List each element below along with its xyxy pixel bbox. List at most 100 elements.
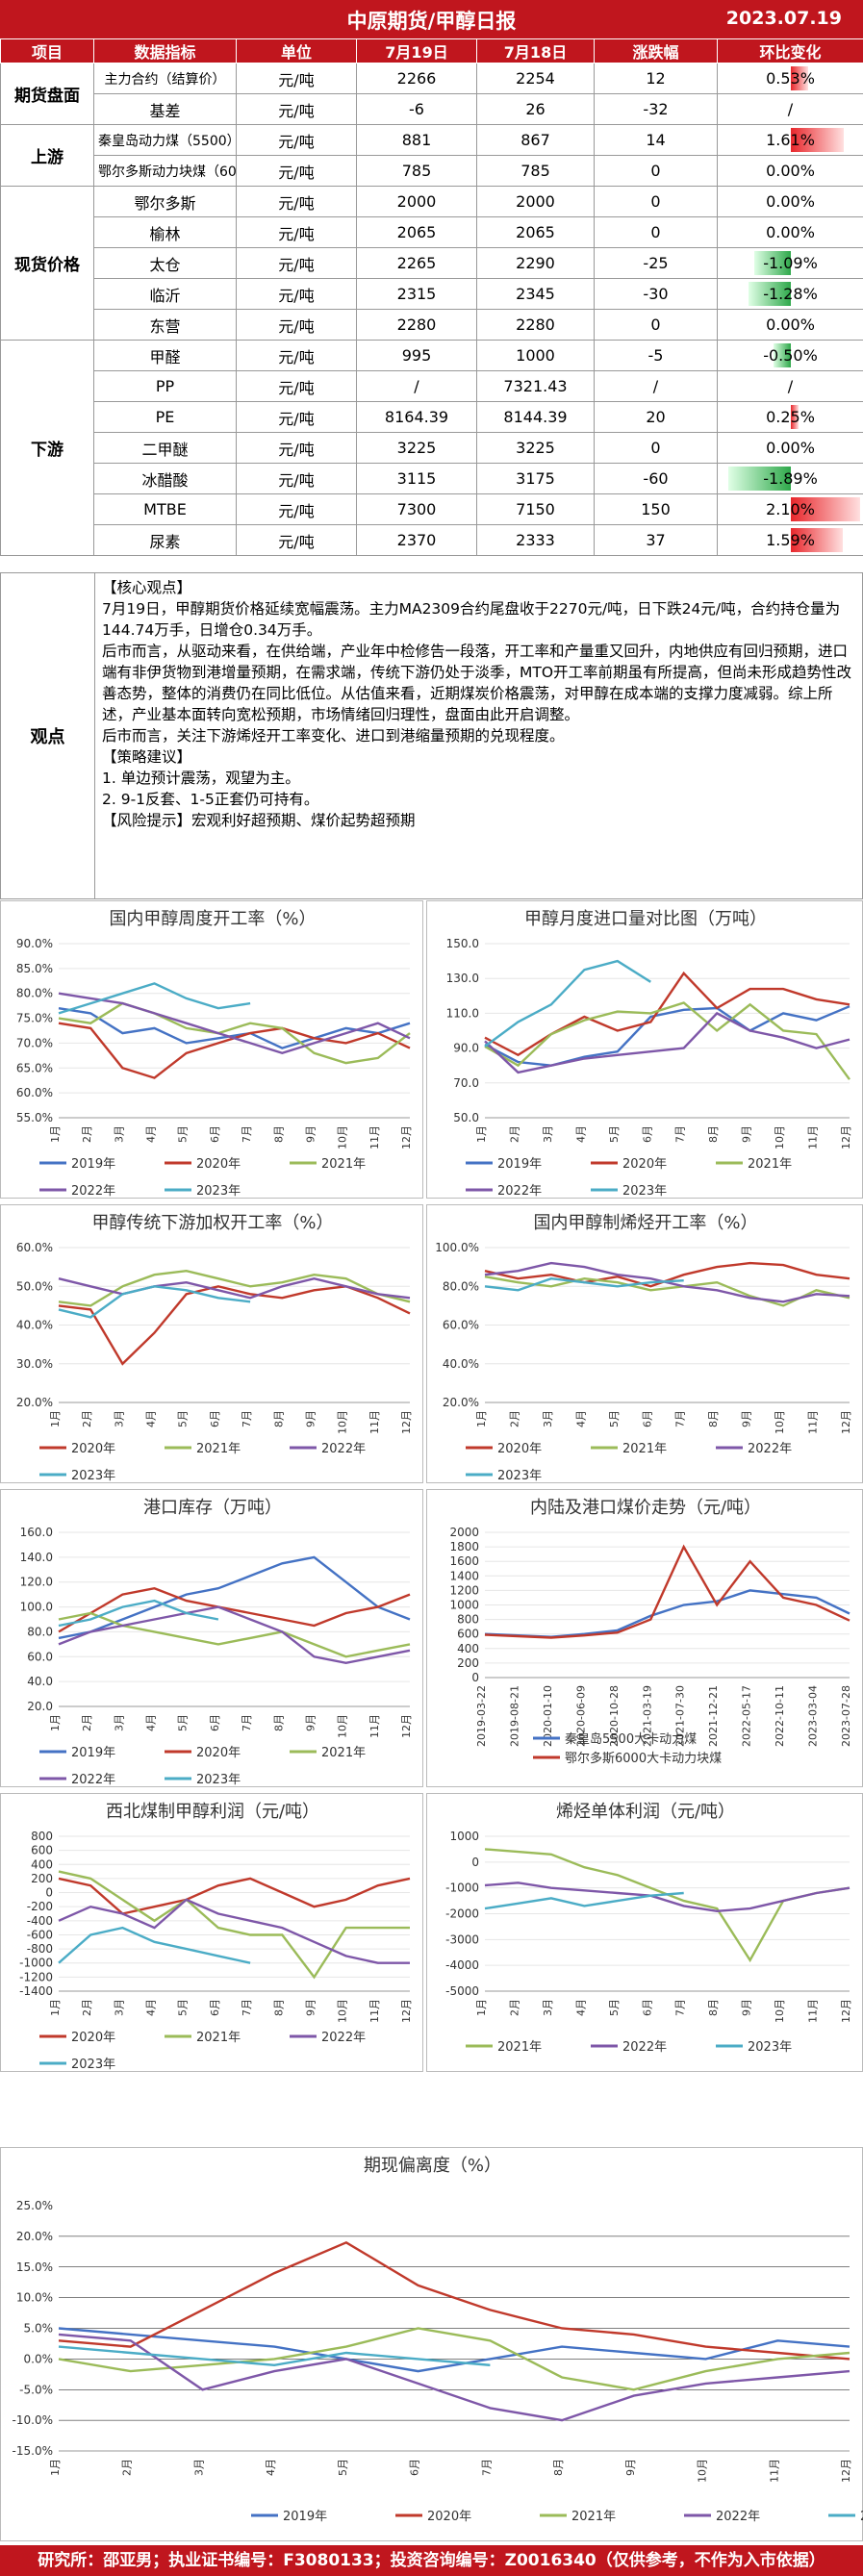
y-tick-label: 600 bbox=[457, 1628, 479, 1641]
legend-label: 2020年 bbox=[71, 1442, 115, 1456]
y-tick-label: 75.0% bbox=[16, 1012, 53, 1025]
indicator-cell: 尿素 bbox=[93, 524, 237, 556]
series-line bbox=[58, 1269, 411, 1307]
diff-cell: 37 bbox=[594, 524, 718, 556]
x-tick-label: 9月 bbox=[304, 1714, 317, 1731]
x-tick-label: 2月 bbox=[508, 1999, 520, 2016]
x-tick-label: 10月 bbox=[697, 2459, 709, 2483]
x-tick-label: 10月 bbox=[774, 1410, 786, 1434]
x-tick-label: 3月 bbox=[113, 1714, 125, 1731]
x-tick-label: 4月 bbox=[145, 1125, 158, 1143]
legend-label: 2022年 bbox=[71, 1773, 115, 1787]
pct-change-bar bbox=[774, 343, 791, 367]
series-line bbox=[484, 1881, 850, 1913]
x-tick-label: 6月 bbox=[209, 1714, 221, 1731]
y-tick-label: 120.0 bbox=[20, 1576, 53, 1589]
y-tick-label: 55.0% bbox=[16, 1111, 53, 1124]
unit-cell: 元/吨 bbox=[236, 401, 357, 433]
legend-label: 2020年 bbox=[622, 1157, 667, 1172]
chart-title: 期现偏离度（%） bbox=[364, 2156, 501, 2176]
pct-change-value: / bbox=[787, 100, 794, 118]
legend-label: 2022年 bbox=[71, 1184, 115, 1199]
x-tick-label: 8月 bbox=[272, 1410, 285, 1427]
pct-change-value: 1.59% bbox=[766, 531, 815, 549]
series-line bbox=[58, 1555, 411, 1640]
x-tick-label: 2月 bbox=[81, 1999, 93, 2016]
indicator-cell: 鄂尔多斯 bbox=[93, 186, 237, 217]
yesterday-cell: 867 bbox=[476, 124, 595, 156]
yesterday-cell: 2333 bbox=[476, 524, 595, 556]
today-cell: 2000 bbox=[356, 186, 477, 217]
unit-cell: 元/吨 bbox=[236, 463, 357, 494]
y-tick-label: 100.0% bbox=[435, 1241, 479, 1254]
x-tick-label: 6月 bbox=[641, 1125, 653, 1143]
x-tick-label: 11月 bbox=[807, 1125, 820, 1149]
y-tick-label: -200 bbox=[27, 1900, 53, 1913]
today-cell: -6 bbox=[356, 93, 477, 125]
x-tick-label: 8月 bbox=[707, 1410, 720, 1427]
view-paragraph: 【策略建议】 bbox=[102, 748, 192, 766]
diff-cell: -5 bbox=[594, 340, 718, 371]
pct-change-value: 0.00% bbox=[766, 223, 815, 241]
x-tick-label: 2023-03-04 bbox=[807, 1685, 820, 1747]
x-tick-label: 11月 bbox=[368, 1714, 381, 1738]
table-row: 东营 元/吨 2280 2280 0 0.00% bbox=[1, 309, 863, 341]
yesterday-cell: 2345 bbox=[476, 278, 595, 310]
y-tick-label: 30.0% bbox=[16, 1357, 53, 1371]
x-tick-label: 6月 bbox=[641, 1410, 653, 1427]
x-tick-label: 5月 bbox=[608, 1999, 621, 2016]
x-tick-label: 9月 bbox=[304, 1410, 317, 1427]
x-tick-label: 1月 bbox=[49, 1410, 62, 1427]
today-cell: 995 bbox=[356, 340, 477, 371]
x-tick-label: 2020-10-28 bbox=[608, 1685, 621, 1747]
diff-cell: 14 bbox=[594, 124, 718, 156]
legend-label: 2022年 bbox=[321, 2031, 366, 2045]
view-paragraph: 后市而言，从驱动来看，在供给端，产业年中检修告一段落，开工率和产量重又回升，内地… bbox=[102, 643, 852, 723]
x-tick-label: 2月 bbox=[81, 1410, 93, 1427]
legend-label: 2021年 bbox=[748, 1157, 792, 1172]
unit-cell: 元/吨 bbox=[236, 124, 357, 156]
view-section: 观点 【核心观点】 7月19日，甲醇期货价格延续宽幅震荡。主力MA2309合约尾盘… bbox=[0, 572, 863, 899]
x-tick-label: 8月 bbox=[272, 1125, 285, 1143]
y-tick-label: 20.0% bbox=[16, 2230, 53, 2243]
y-tick-label: 400 bbox=[31, 1857, 53, 1871]
x-tick-label: 12月 bbox=[840, 1999, 852, 2023]
yesterday-cell: 1000 bbox=[476, 340, 595, 371]
table-row: 上游 秦皇岛动力煤（5500） 元/吨 881 867 14 1.61% bbox=[0, 124, 863, 187]
pct-change-value: 0.25% bbox=[766, 408, 815, 426]
diff-cell: 0 bbox=[594, 309, 718, 341]
x-tick-label: 5月 bbox=[177, 1410, 190, 1427]
unit-cell: 元/吨 bbox=[236, 155, 357, 187]
indicator-cell: 秦皇岛动力煤（5500） bbox=[93, 124, 237, 156]
chart-panel: 甲醇传统下游加权开工率（%） 20.0% 30.0% 40.0% 50.0% 60.0% 1… bbox=[0, 1204, 423, 1483]
x-tick-label: 7月 bbox=[674, 1125, 687, 1143]
view-label: 观点 bbox=[1, 573, 95, 898]
unit-cell: 元/吨 bbox=[236, 370, 357, 402]
unit-cell: 元/吨 bbox=[236, 216, 357, 248]
x-tick-label: 8月 bbox=[707, 1999, 720, 2016]
chart-title: 甲醇传统下游加权开工率（%） bbox=[91, 1213, 333, 1233]
today-cell: 8164.39 bbox=[356, 401, 477, 433]
today-cell: 785 bbox=[356, 155, 477, 187]
x-tick-label: 8月 bbox=[552, 2459, 565, 2476]
series-line bbox=[58, 2240, 850, 2361]
y-tick-label: -15.0% bbox=[13, 2444, 53, 2458]
x-tick-label: 10月 bbox=[337, 1714, 349, 1738]
table-row: 临沂 元/吨 2315 2345 -30 -1.28% bbox=[1, 278, 863, 310]
indicator-cell: PE bbox=[93, 401, 237, 433]
x-tick-label: 7月 bbox=[241, 1125, 253, 1143]
diff-cell: / bbox=[594, 370, 718, 402]
diff-cell: -25 bbox=[594, 247, 718, 279]
y-tick-label: 0.0% bbox=[24, 2352, 54, 2365]
indicator-cell: PP bbox=[93, 370, 237, 402]
table-row: PE 元/吨 8164.39 8144.39 20 0.25% bbox=[1, 401, 863, 433]
y-tick-label: 1600 bbox=[449, 1554, 479, 1568]
y-tick-label: 160.0 bbox=[20, 1526, 53, 1539]
x-tick-label: 11月 bbox=[368, 1999, 381, 2023]
x-tick-label: 2022-10-11 bbox=[774, 1685, 786, 1747]
today-cell: 3115 bbox=[356, 463, 477, 494]
series-line bbox=[484, 1275, 850, 1307]
legend-label: 2020年 bbox=[196, 1157, 241, 1172]
y-tick-label: -10.0% bbox=[13, 2413, 53, 2427]
yesterday-cell: 3175 bbox=[476, 463, 595, 494]
